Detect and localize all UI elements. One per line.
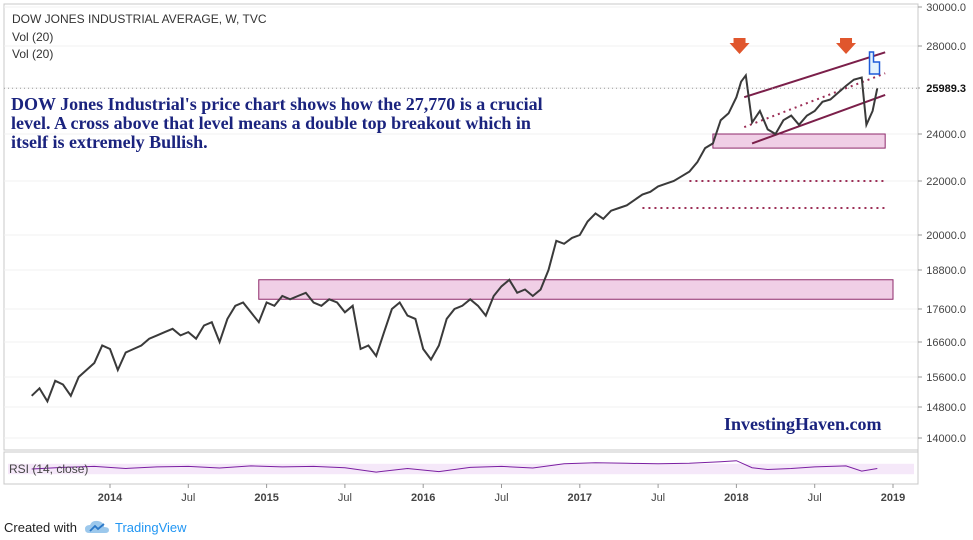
y-tick-label: 22000.0 xyxy=(926,176,966,188)
horizontal-zone xyxy=(712,133,886,149)
y-tick-label: 14000.0 xyxy=(926,433,966,445)
y-tick-label: 18800.0 xyxy=(926,265,966,277)
x-tick-label: Jul xyxy=(494,492,508,504)
x-tick-label: Jul xyxy=(338,492,352,504)
y-tick-label: 16600.0 xyxy=(926,337,966,349)
last-price-box xyxy=(920,80,970,97)
price-scale[interactable]: 14000.0 14800.0 15600.0 16600.0 17600.0 18800… xyxy=(918,2,966,445)
x-tick-label: 2019 xyxy=(881,492,905,504)
price-series-line xyxy=(31,72,879,404)
last-price-marker: 25989.3 xyxy=(4,80,970,97)
down-arrow-icon xyxy=(729,38,750,54)
down-arrow-icon xyxy=(836,38,857,54)
tradingview-cloud-icon xyxy=(85,520,109,533)
legend-volume-2: Vol (20) xyxy=(12,47,54,61)
x-tick-label: Jul xyxy=(808,492,822,504)
y-tick-label: 15600.0 xyxy=(926,372,966,384)
x-tick-label: 2017 xyxy=(568,492,592,504)
hand-shape xyxy=(868,51,881,75)
y-tick-label: 17600.0 xyxy=(926,304,966,316)
x-tick-label: 2015 xyxy=(254,492,278,504)
last-price-label: 25989.3 xyxy=(926,83,966,95)
channel-line xyxy=(751,93,886,145)
pointer-hand-icon xyxy=(868,51,881,75)
x-tick-label: 2014 xyxy=(98,492,123,504)
time-axis[interactable]: 2014 Jul 2015 Jul 2016 Jul 2017 Jul 2018 Jul 2019 xyxy=(98,484,905,504)
price-pane[interactable] xyxy=(3,3,919,451)
rsi-line xyxy=(31,460,878,473)
price-channel xyxy=(743,51,886,145)
watermark: InvestingHaven.com xyxy=(724,414,882,434)
top-arrows xyxy=(729,38,857,54)
y-tick-label: 14800.0 xyxy=(926,402,966,414)
tradingview-brand[interactable]: TradingView xyxy=(115,520,187,535)
price-grid xyxy=(4,6,918,439)
y-tick-label: 24000.0 xyxy=(926,129,966,141)
y-tick-label: 30000.0 xyxy=(926,2,966,14)
horizontal-zone xyxy=(258,279,894,300)
annotation-zones xyxy=(258,133,894,300)
dotted-levels xyxy=(642,180,886,209)
created-with-label: Created with xyxy=(4,520,77,535)
legend-volume-1: Vol (20) xyxy=(12,30,54,44)
x-tick-label: 2018 xyxy=(724,492,748,504)
chart-title: DOW JONES INDUSTRIAL AVERAGE, W, TVC xyxy=(12,12,267,26)
x-tick-label: Jul xyxy=(651,492,665,504)
y-tick-label: 28000.0 xyxy=(926,41,966,53)
x-tick-label: Jul xyxy=(181,492,195,504)
channel-line xyxy=(743,51,886,99)
rsi-label: RSI (14, close) xyxy=(9,462,88,476)
footer: Created with TradingView xyxy=(0,512,973,540)
x-tick-label: 2016 xyxy=(411,492,435,504)
channel-midline xyxy=(743,72,886,129)
y-tick-label: 20000.0 xyxy=(926,230,966,242)
analysis-note: DOW Jones Industrial's price chart shows… xyxy=(11,94,543,152)
